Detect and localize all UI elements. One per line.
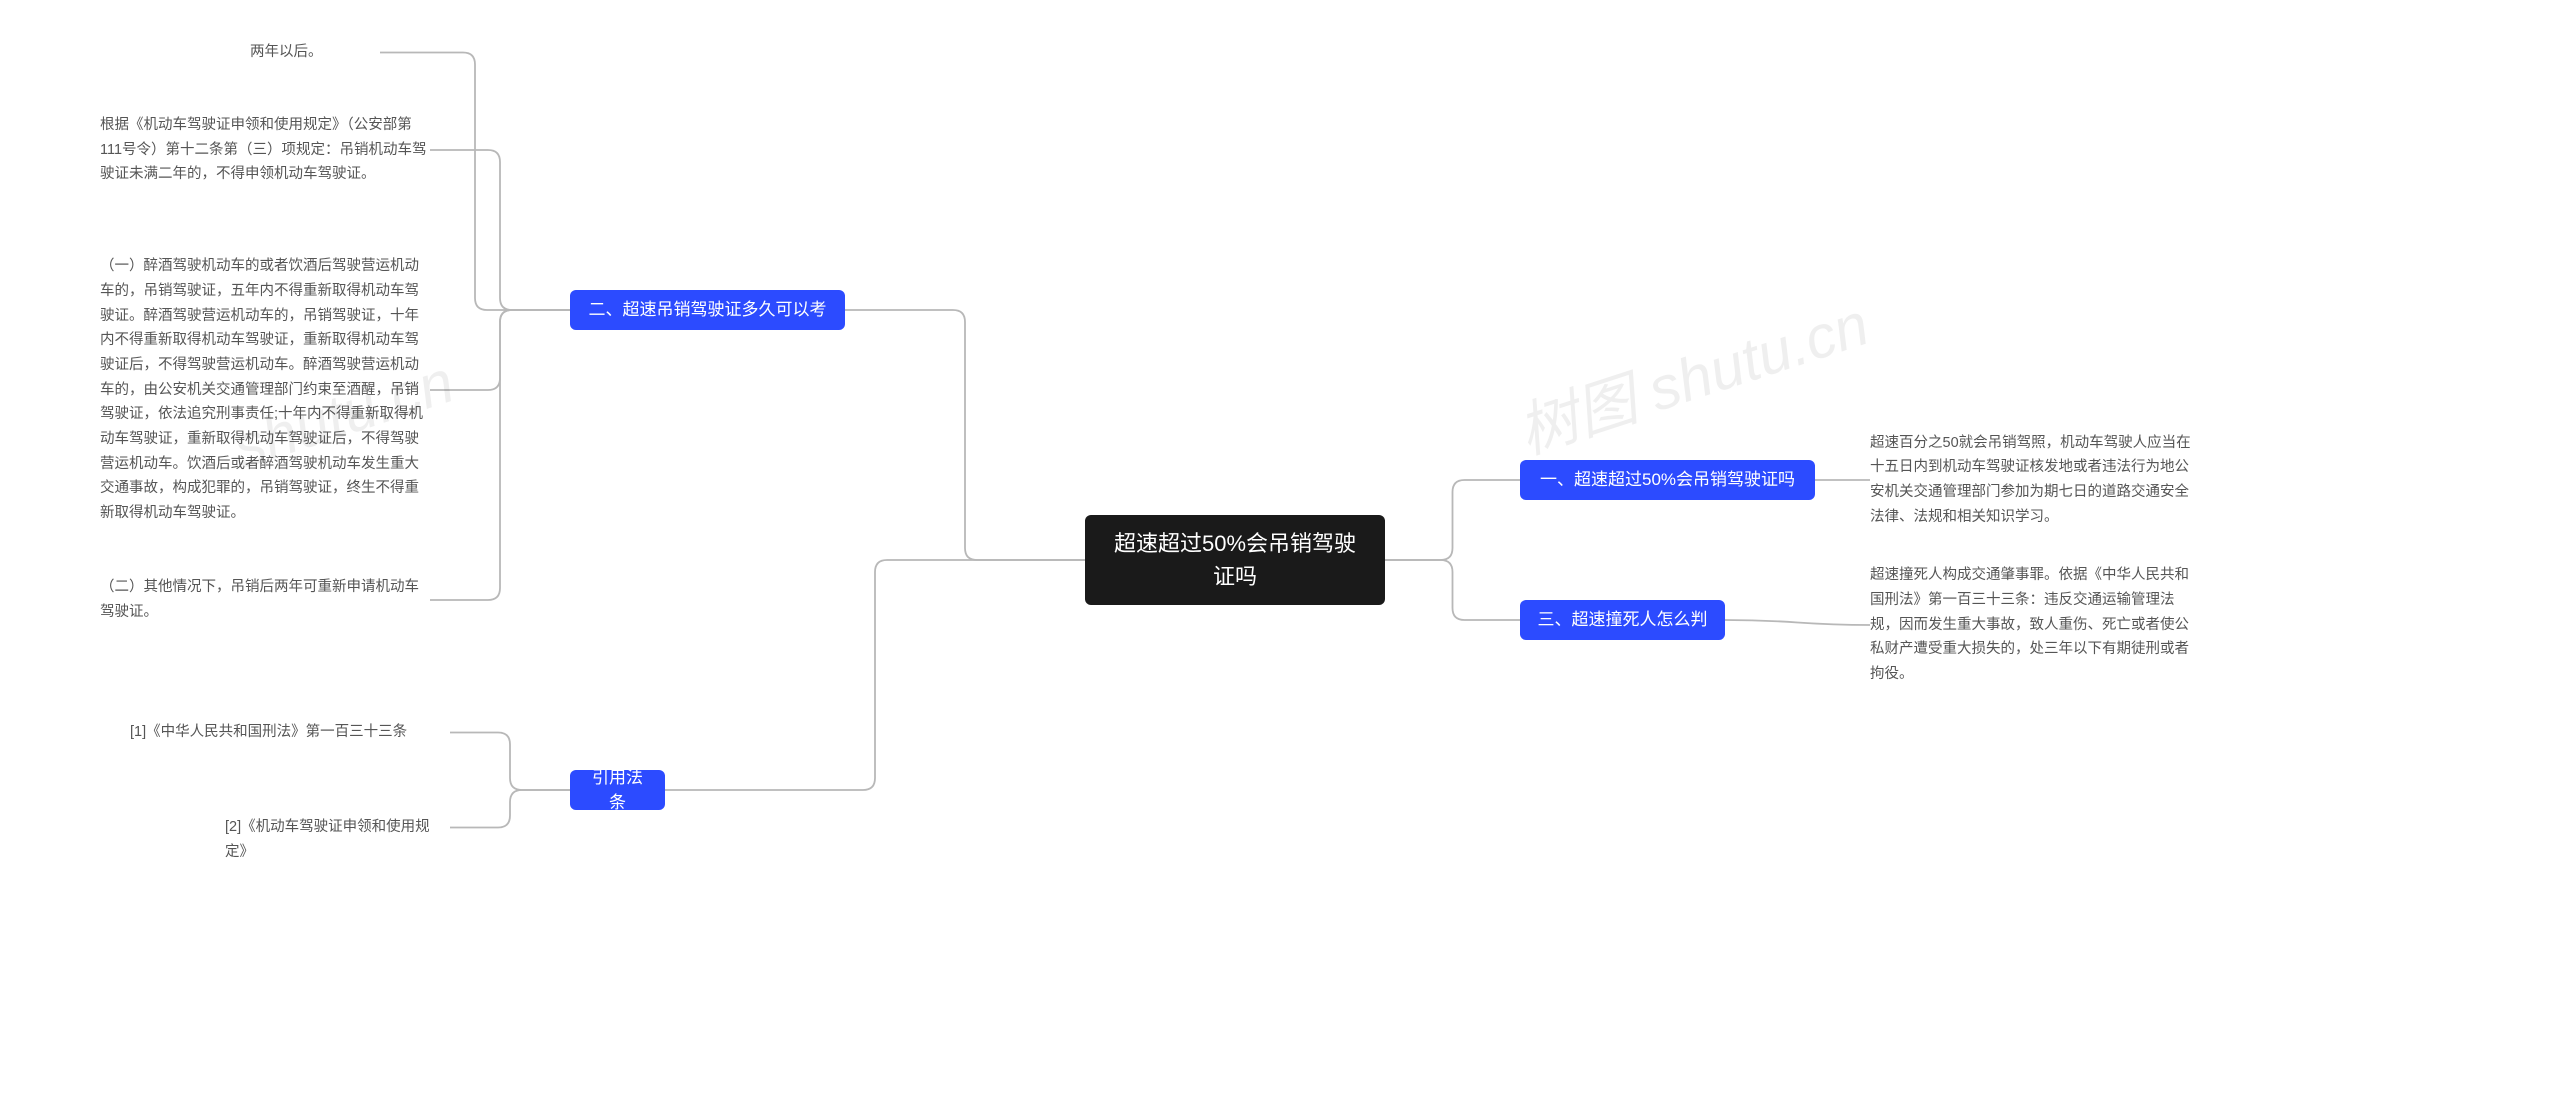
- leaf-node: [1]《中华人民共和国刑法》第一百三十三条: [130, 720, 450, 745]
- leaf-text: 超速百分之50就会吊销驾照，机动车驾驶人应当在十五日内到机动车驾驶证核发地或者违…: [1870, 431, 2200, 530]
- watermark: 树图 shutu.cn: [1505, 276, 1878, 471]
- branch-node: 二、超速吊销驾驶证多久可以考: [570, 290, 845, 330]
- branch-node: 三、超速撞死人怎么判: [1520, 600, 1725, 640]
- leaf-node: [2]《机动车驾驶证申领和使用规定》: [225, 815, 450, 864]
- leaf-text: [2]《机动车驾驶证申领和使用规定》: [225, 815, 450, 864]
- leaf-text: [1]《中华人民共和国刑法》第一百三十三条: [130, 720, 407, 745]
- branch-label: 三、超速撞死人怎么判: [1538, 607, 1708, 633]
- root-text: 超速超过50%会吊销驾驶证吗: [1107, 527, 1363, 593]
- leaf-text: 根据《机动车驾驶证申领和使用规定》（公安部第111号令）第十二条第（三）项规定：…: [100, 113, 430, 187]
- branch-node: 引用法条: [570, 770, 665, 810]
- leaf-node: （一）醉酒驾驶机动车的或者饮酒后驾驶营运机动车的，吊销驾驶证，五年内不得重新取得…: [100, 245, 430, 535]
- branch-node: 一、超速超过50%会吊销驾驶证吗: [1520, 460, 1815, 500]
- root-node: 超速超过50%会吊销驾驶证吗: [1085, 515, 1385, 605]
- leaf-node: 超速百分之50就会吊销驾照，机动车驾驶人应当在十五日内到机动车驾驶证核发地或者违…: [1870, 430, 2200, 530]
- branch-label: 一、超速超过50%会吊销驾驶证吗: [1540, 467, 1795, 493]
- leaf-text: 两年以后。: [250, 40, 323, 65]
- leaf-node: 超速撞死人构成交通肇事罪。依据《中华人民共和国刑法》第一百三十三条：违反交通运输…: [1870, 560, 2200, 690]
- branch-label: 引用法条: [586, 765, 649, 816]
- leaf-node: （二）其他情况下，吊销后两年可重新申请机动车驾驶证。: [100, 575, 430, 625]
- leaf-node: 两年以后。: [250, 40, 380, 65]
- leaf-text: （二）其他情况下，吊销后两年可重新申请机动车驾驶证。: [100, 575, 430, 624]
- branch-label: 二、超速吊销驾驶证多久可以考: [589, 297, 827, 323]
- leaf-node: 根据《机动车驾驶证申领和使用规定》（公安部第111号令）第十二条第（三）项规定：…: [100, 100, 430, 200]
- leaf-text: （一）醉酒驾驶机动车的或者饮酒后驾驶营运机动车的，吊销驾驶证，五年内不得重新取得…: [100, 254, 430, 525]
- leaf-text: 超速撞死人构成交通肇事罪。依据《中华人民共和国刑法》第一百三十三条：违反交通运输…: [1870, 563, 2200, 686]
